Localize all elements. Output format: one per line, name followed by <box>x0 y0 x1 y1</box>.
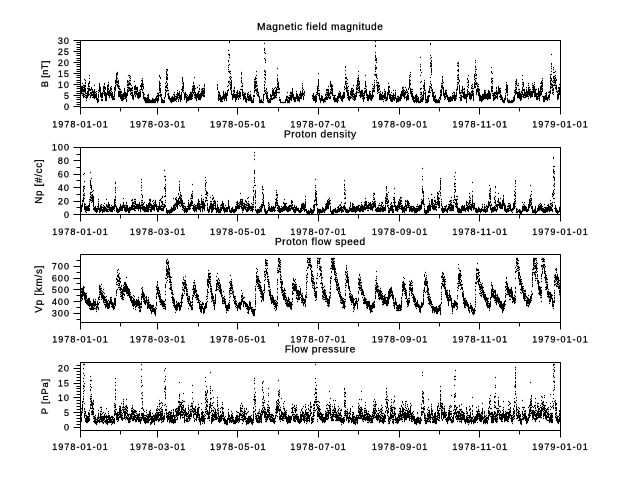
svg-text:1978-05-01: 1978-05-01 <box>210 120 267 130</box>
svg-text:40: 40 <box>58 183 70 193</box>
svg-text:1978-09-01: 1978-09-01 <box>372 120 429 130</box>
svg-text:1978-11-01: 1978-11-01 <box>452 442 508 452</box>
svg-text:1978-05-01: 1978-05-01 <box>210 442 267 452</box>
svg-text:1979-01-01: 1979-01-01 <box>532 442 589 452</box>
svg-text:Magnetic field magnitude: Magnetic field magnitude <box>257 22 383 33</box>
svg-text:1979-01-01: 1979-01-01 <box>532 120 589 130</box>
svg-text:20: 20 <box>58 364 70 374</box>
svg-text:Np [#/cc]: Np [#/cc] <box>34 159 45 204</box>
svg-text:0: 0 <box>64 210 70 220</box>
svg-text:1978-09-01: 1978-09-01 <box>372 442 429 452</box>
svg-text:10: 10 <box>58 80 70 90</box>
svg-text:1978-03-01: 1978-03-01 <box>130 227 187 237</box>
svg-text:1978-05-01: 1978-05-01 <box>210 227 267 237</box>
svg-text:Proton density: Proton density <box>284 130 357 141</box>
svg-text:15: 15 <box>58 69 70 79</box>
svg-text:1978-03-01: 1978-03-01 <box>130 442 187 452</box>
svg-text:Flow pressure: Flow pressure <box>285 345 356 356</box>
svg-text:1978-01-01: 1978-01-01 <box>52 227 109 237</box>
svg-text:Vp [km/s]: Vp [km/s] <box>34 265 45 313</box>
svg-text:1978-07-01: 1978-07-01 <box>290 120 347 130</box>
svg-text:500: 500 <box>52 285 70 295</box>
svg-text:P [nPa]: P [nPa] <box>39 378 50 414</box>
svg-text:100: 100 <box>52 143 70 153</box>
svg-text:5: 5 <box>64 408 70 418</box>
svg-text:60: 60 <box>58 170 70 180</box>
svg-text:1978-11-01: 1978-11-01 <box>452 120 508 130</box>
svg-text:0: 0 <box>64 102 70 112</box>
svg-text:1978-11-01: 1978-11-01 <box>452 335 508 345</box>
svg-text:1978-07-01: 1978-07-01 <box>290 442 347 452</box>
svg-text:25: 25 <box>58 47 70 57</box>
svg-text:30: 30 <box>58 36 70 46</box>
svg-text:1978-01-01: 1978-01-01 <box>52 120 109 130</box>
svg-text:Proton flow speed: Proton flow speed <box>275 237 366 248</box>
svg-text:600: 600 <box>52 273 70 283</box>
svg-text:0: 0 <box>64 423 70 433</box>
svg-text:B [nT]: B [nT] <box>39 60 50 87</box>
svg-text:80: 80 <box>58 156 70 166</box>
svg-text:1978-09-01: 1978-09-01 <box>372 335 429 345</box>
svg-text:1979-01-01: 1979-01-01 <box>532 227 589 237</box>
svg-text:700: 700 <box>52 262 70 272</box>
svg-text:1978-01-01: 1978-01-01 <box>52 442 109 452</box>
svg-text:1978-01-01: 1978-01-01 <box>52 335 109 345</box>
svg-text:20: 20 <box>58 197 70 207</box>
svg-text:1978-09-01: 1978-09-01 <box>372 227 429 237</box>
svg-text:20: 20 <box>58 58 70 68</box>
svg-text:1978-05-01: 1978-05-01 <box>210 335 267 345</box>
svg-text:1978-07-01: 1978-07-01 <box>290 227 347 237</box>
svg-text:400: 400 <box>52 297 70 307</box>
svg-text:5: 5 <box>64 91 70 101</box>
svg-text:1979-01-01: 1979-01-01 <box>532 335 589 345</box>
svg-text:300: 300 <box>52 309 70 319</box>
svg-text:1978-07-01: 1978-07-01 <box>290 335 347 345</box>
svg-text:10: 10 <box>58 393 70 403</box>
svg-text:15: 15 <box>58 378 70 388</box>
svg-text:1978-11-01: 1978-11-01 <box>452 227 508 237</box>
svg-text:1978-03-01: 1978-03-01 <box>130 335 187 345</box>
svg-text:1978-03-01: 1978-03-01 <box>130 120 187 130</box>
